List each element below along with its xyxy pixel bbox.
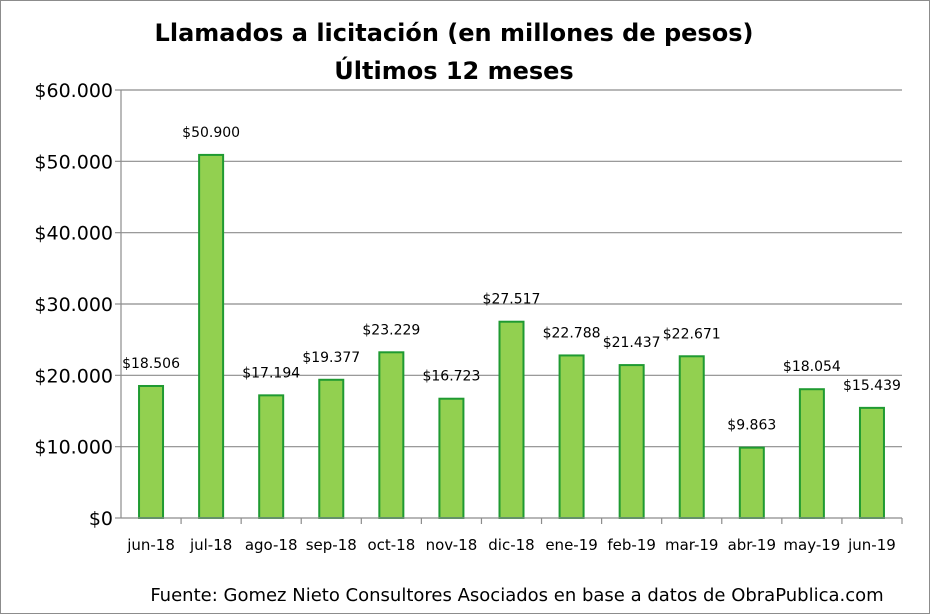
source-note: Fuente: Gomez Nieto Consultores Asociado… xyxy=(150,585,883,606)
y-tick-label: $60.000 xyxy=(34,80,113,102)
data-label: $18.054 xyxy=(783,359,841,375)
x-tick-label: ene-19 xyxy=(545,536,597,554)
x-tick-label: oct-18 xyxy=(367,536,415,554)
y-tick-label: $40.000 xyxy=(34,223,113,245)
x-tick-label: dic-18 xyxy=(488,536,534,554)
bar-jun-19 xyxy=(858,406,885,519)
chart-title: Llamados a licitación (en millones de pe… xyxy=(155,19,754,47)
data-label: $9.863 xyxy=(727,418,776,434)
x-tick-label: mar-19 xyxy=(665,536,719,554)
bar-mar-19 xyxy=(678,355,705,520)
data-label: $22.671 xyxy=(663,326,721,342)
bar-jul-18 xyxy=(198,153,225,519)
bar-sep-18 xyxy=(318,378,345,519)
y-tick-label: $10.000 xyxy=(34,437,113,459)
data-label: $16.723 xyxy=(422,369,480,385)
data-label: $17.194 xyxy=(242,365,300,381)
bar-dic-18 xyxy=(498,320,525,519)
data-label: $50.900 xyxy=(182,125,240,141)
bar-abr-19 xyxy=(738,446,765,519)
bars xyxy=(138,153,885,520)
data-label: $22.788 xyxy=(543,325,601,341)
bar-ene-19 xyxy=(558,354,585,519)
data-labels: $18.506 $50.900 $17.194$19.377$23.229 $16.7… xyxy=(122,125,901,434)
y-tick-label: $30.000 xyxy=(34,294,113,316)
x-tick-label: jun-19 xyxy=(847,536,896,554)
bar-nov-18 xyxy=(438,397,465,519)
y-tick-label: $50.000 xyxy=(34,151,113,173)
x-tick-label: sep-18 xyxy=(306,536,357,554)
x-tick-label: jun-18 xyxy=(126,536,175,554)
bar-may-19 xyxy=(798,388,825,520)
bar-ago-18 xyxy=(258,394,285,519)
data-label: $19.377 xyxy=(302,350,360,366)
bar-feb-19 xyxy=(618,364,645,519)
bar-oct-18 xyxy=(378,351,405,519)
data-label: $23.229 xyxy=(362,322,420,338)
gridlines xyxy=(121,89,902,448)
x-axis-ticks: jun-18 jul-18 ago-18 sep-18 oct-18 nov-18 dic-… xyxy=(126,518,903,554)
x-tick-label: may-19 xyxy=(783,536,840,554)
x-tick-label: feb-19 xyxy=(607,536,656,554)
data-label: $18.506 xyxy=(122,356,180,372)
y-axis-ticks: $0 $10.000 $20.000 $30.000 $40.000 $50.000 $60… xyxy=(34,80,121,530)
data-label: $27.517 xyxy=(483,292,541,308)
x-tick-label: jul-18 xyxy=(189,536,232,554)
chart-subtitle: Últimos 12 meses xyxy=(334,55,573,85)
y-tick-label: $0 xyxy=(89,508,113,530)
x-tick-label: nov-18 xyxy=(426,536,478,554)
data-label: $21.437 xyxy=(603,335,661,351)
data-label: $15.439 xyxy=(843,378,901,394)
x-tick-label: abr-19 xyxy=(728,536,776,554)
y-tick-label: $20.000 xyxy=(34,365,113,387)
bar-jun-18 xyxy=(138,384,165,519)
x-tick-label: ago-18 xyxy=(245,536,298,554)
